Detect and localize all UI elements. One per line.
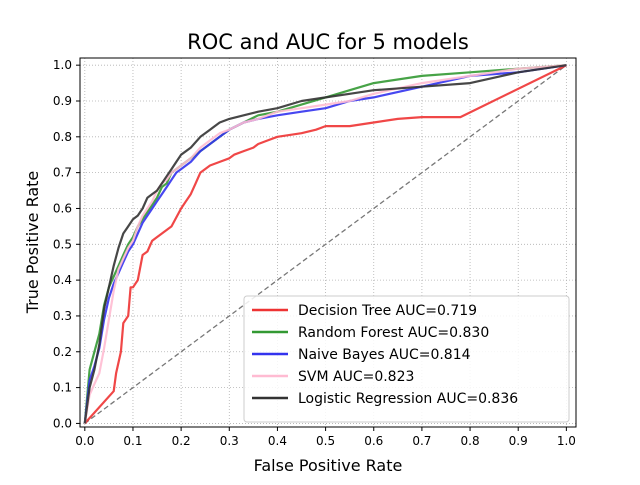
- x-tick-label: 0.0: [75, 434, 94, 448]
- legend-label-random-forest: Random Forest AUC=0.830: [298, 325, 489, 341]
- y-tick-label: 0.6: [53, 201, 72, 215]
- chance-diagonal-line: [84, 64, 567, 424]
- y-tick-label: 0.3: [53, 309, 72, 323]
- x-tick-label: 0.7: [412, 434, 431, 448]
- plot-area: [83, 64, 567, 425]
- legend-label-naive-bayes: Naive Bayes AUC=0.814: [298, 347, 471, 363]
- chart-title: ROC and AUC for 5 models: [187, 30, 469, 54]
- x-tick-label: 0.9: [509, 434, 528, 448]
- y-tick-label: 0.2: [53, 345, 72, 359]
- y-tick-label: 0.7: [53, 166, 72, 180]
- y-tick-label: 0.9: [53, 94, 72, 108]
- y-tick-label: 1.0: [53, 58, 72, 72]
- legend-label-logistic-regression: Logistic Regression AUC=0.836: [298, 391, 518, 407]
- legend-box: [243, 295, 570, 423]
- plot-frame: [79, 57, 577, 428]
- x-tick-label: 0.4: [268, 434, 287, 448]
- x-tick-label: 0.3: [220, 434, 239, 448]
- x-tick-label: 0.6: [364, 434, 383, 448]
- x-axis-label: False Positive Rate: [254, 456, 403, 475]
- y-tick-label: 0.0: [53, 416, 72, 430]
- x-tick-label: 1.0: [557, 434, 576, 448]
- series-line-decision-tree: [83, 64, 567, 425]
- axis-ticks: 0.0 0.1 0.2 0.3 0.4 0.5 0.6 0.7 0.8 0.9 1.0 0.0 0.1 0…: [53, 58, 576, 448]
- legend: Decision Tree AUC=0.719 Random Forest AUC…: [243, 295, 570, 423]
- series-line-logistic-regression: [83, 64, 567, 424]
- legend-label-decision-tree: Decision Tree AUC=0.719: [298, 303, 477, 319]
- x-tick-label: 0.5: [316, 434, 335, 448]
- y-tick-label: 0.1: [53, 381, 72, 395]
- series-line-naive-bayes: [83, 64, 567, 424]
- y-tick-label: 0.5: [53, 237, 72, 251]
- y-axis-label: True Positive Rate: [23, 171, 42, 315]
- series-line-svm: [83, 64, 567, 424]
- x-tick-label: 0.8: [461, 434, 480, 448]
- x-tick-label: 0.2: [172, 434, 191, 448]
- legend-label-svm: SVM AUC=0.823: [298, 369, 414, 385]
- x-tick-label: 0.1: [123, 434, 142, 448]
- y-tick-label: 0.4: [53, 273, 72, 287]
- y-tick-label: 0.8: [53, 130, 72, 144]
